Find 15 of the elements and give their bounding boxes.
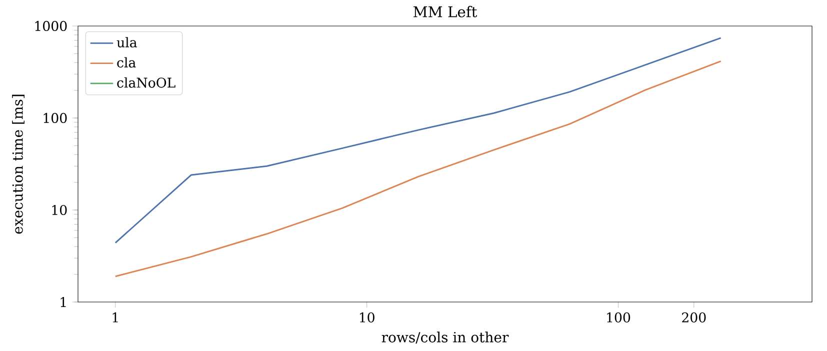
legend-label: cla <box>117 57 136 68</box>
y-tick-label: 100 <box>44 112 67 124</box>
x-tick-label: 1 <box>112 312 118 322</box>
x-axis-title: rows/cols in other <box>382 332 509 344</box>
y-tick-label: 1000 <box>35 20 67 32</box>
x-tick-label: 200 <box>682 312 706 322</box>
y-tick-label: 10 <box>52 204 67 216</box>
chart-title: MM Left <box>414 6 478 18</box>
line-series <box>114 37 722 244</box>
y-tick-label: 1 <box>60 297 66 307</box>
legend-label: claNoOL <box>117 77 176 88</box>
y-axis-title: execution time [ms] <box>12 94 25 234</box>
x-tick-label: 10 <box>360 312 374 322</box>
legend-label: ula <box>116 37 137 48</box>
x-tick-label: 100 <box>607 312 630 322</box>
